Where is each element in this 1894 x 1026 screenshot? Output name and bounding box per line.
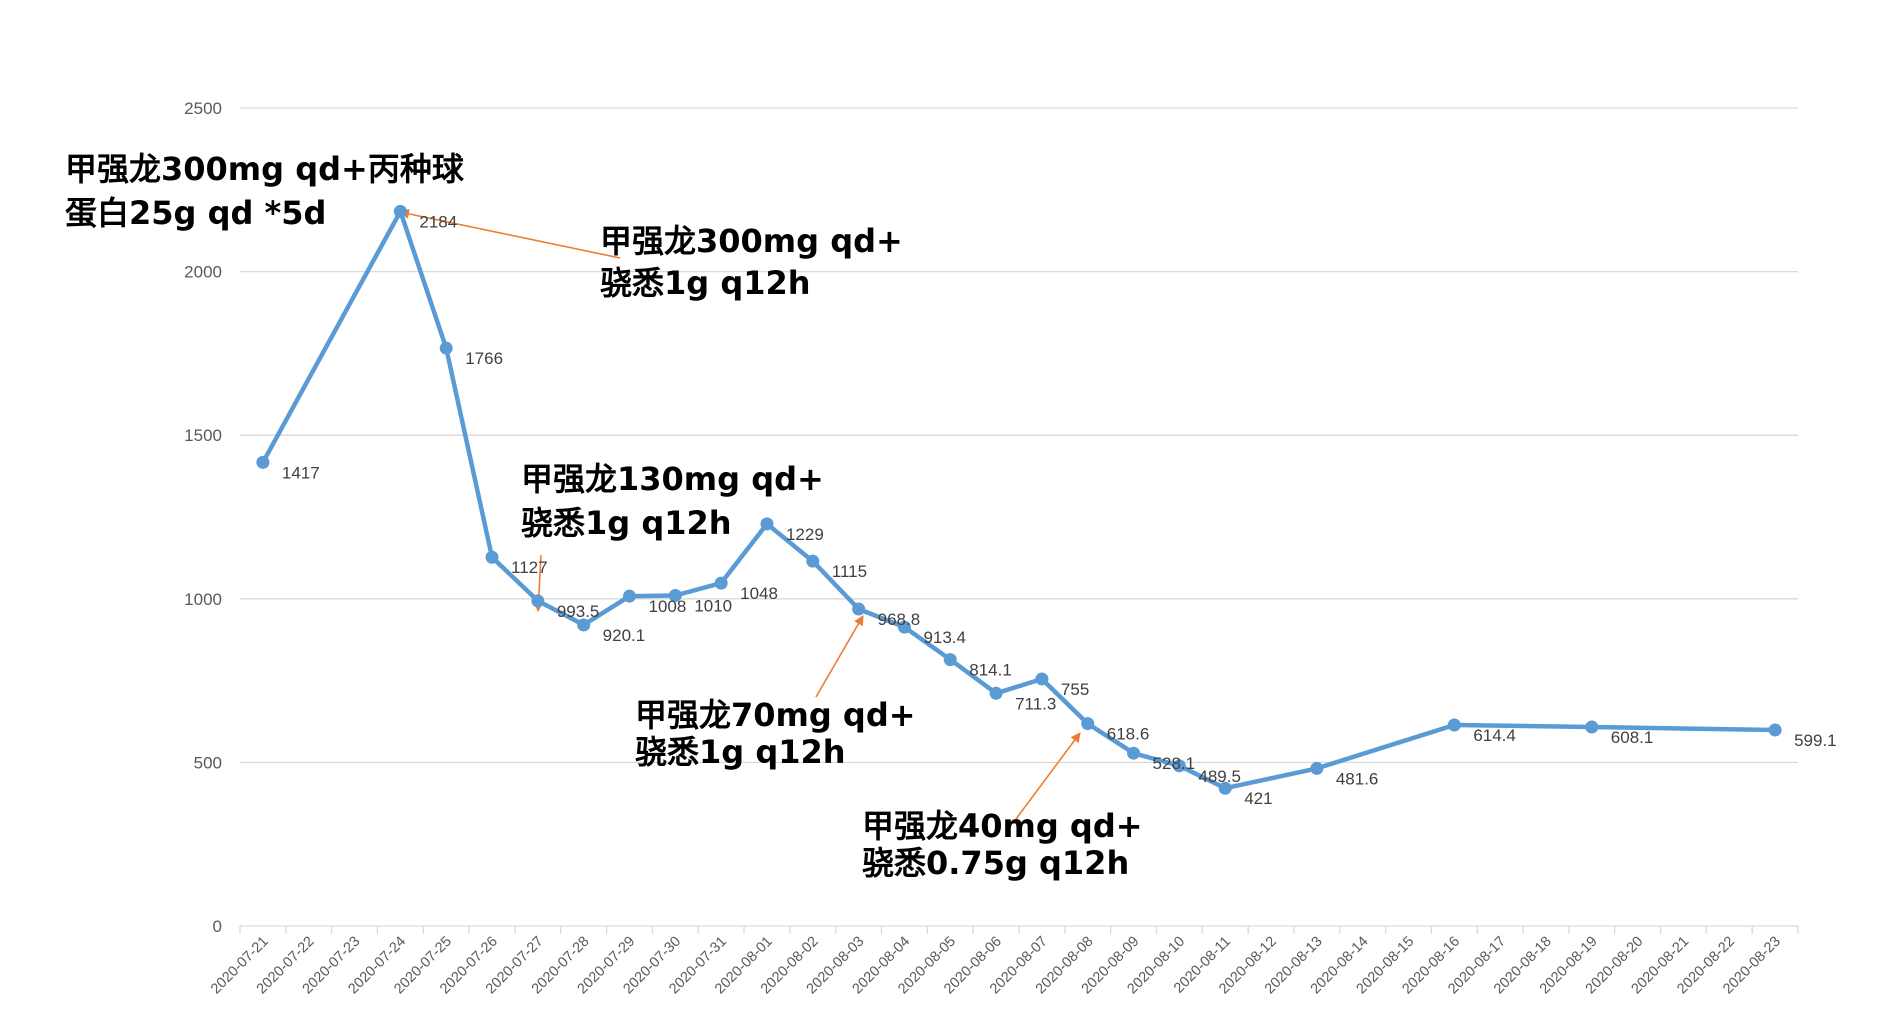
- annotation-arrow: [815, 615, 864, 698]
- data-point: [1768, 723, 1782, 737]
- x-axis: 2020-07-212020-07-222020-07-232020-07-24…: [208, 926, 1799, 997]
- y-tick-label: 500: [194, 753, 222, 772]
- data-point: [1172, 759, 1186, 773]
- data-label: 913.4: [923, 628, 966, 647]
- data-label: 618.6: [1107, 725, 1150, 744]
- series-polyline: [260, 209, 1776, 791]
- data-label: 481.6: [1336, 769, 1379, 788]
- data-label: 1417: [282, 463, 320, 482]
- data-point: [1081, 717, 1095, 731]
- data-point: [485, 550, 499, 564]
- data-point: [714, 576, 728, 590]
- data-point: [1035, 672, 1049, 686]
- data-point: [760, 517, 774, 531]
- data-point: [852, 602, 866, 616]
- data-label: 1048: [740, 584, 778, 603]
- data-point: [393, 204, 407, 218]
- y-axis: 0 500 1000 1500 2000 2500: [184, 99, 222, 936]
- data-point: [1447, 718, 1461, 732]
- data-label: 814.1: [969, 661, 1012, 680]
- data-label: 1010: [694, 597, 732, 616]
- y-tick-label: 2500: [184, 99, 222, 118]
- data-label: 614.4: [1473, 726, 1516, 745]
- data-label: 489.5: [1198, 767, 1241, 786]
- data-label: 755: [1061, 680, 1089, 699]
- data-point: [1585, 720, 1599, 734]
- y-tick-label: 1500: [184, 426, 222, 445]
- y-tick-label: 2000: [184, 263, 222, 282]
- annotation-text: 甲强龙300mg qd+丙种球: [65, 150, 465, 188]
- data-label: 968.8: [878, 610, 921, 629]
- data-point: [531, 594, 545, 608]
- annotation-text: 甲强龙130mg qd+: [521, 460, 824, 498]
- annotation-text: 甲强龙40mg qd+: [862, 807, 1143, 845]
- data-label: 608.1: [1611, 728, 1654, 747]
- data-point: [577, 618, 591, 632]
- data-label: 421: [1244, 789, 1272, 808]
- data-label: 1008: [649, 597, 687, 616]
- data-label: 1229: [786, 525, 824, 544]
- annotation-text: 骁悉1g q12h: [635, 733, 846, 771]
- data-point: [623, 589, 636, 603]
- annotation-arrow: [399, 208, 621, 259]
- data-point: [1127, 746, 1141, 760]
- data-label: 1115: [832, 562, 867, 581]
- data-label: 599.1: [1794, 731, 1837, 750]
- data-label: 528.1: [1153, 754, 1196, 773]
- annotation-text: 骁悉0.75g q12h: [862, 844, 1129, 882]
- data-label: 993.5: [557, 602, 600, 621]
- data-point: [439, 341, 453, 355]
- data-point: [943, 653, 957, 667]
- data-label: 920.1: [603, 626, 646, 645]
- annotation-arrow: [1015, 732, 1081, 820]
- annotation-text: 甲强龙70mg qd+: [635, 696, 916, 734]
- data-point: [806, 554, 820, 568]
- gridlines: [240, 107, 1798, 927]
- data-label: 711.3: [1015, 694, 1056, 713]
- data-point: [1310, 761, 1324, 775]
- annotation-text: 甲强龙300mg qd+: [600, 222, 903, 260]
- data-point: [1218, 781, 1232, 795]
- data-label: 1766: [465, 349, 503, 368]
- data-label: 1127: [511, 558, 548, 577]
- data-point: [989, 686, 1003, 700]
- y-tick-label: 1000: [184, 590, 222, 609]
- data-point: [256, 455, 270, 469]
- annotation-text: 骁悉1g q12h: [521, 504, 732, 542]
- annotation-text: 骁悉1g q12h: [600, 264, 811, 302]
- data-point: [668, 589, 682, 603]
- annotation-arrows: [399, 208, 1081, 820]
- annotation-text: 蛋白25g qd *5d: [65, 194, 326, 232]
- data-label: 2184: [419, 212, 457, 231]
- y-tick-label: 0: [213, 917, 222, 936]
- series-line: [256, 204, 1782, 795]
- data-point: [897, 620, 911, 634]
